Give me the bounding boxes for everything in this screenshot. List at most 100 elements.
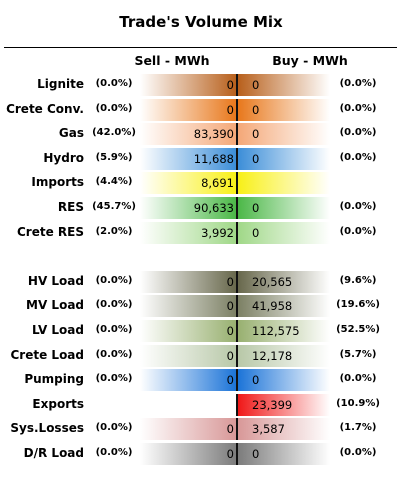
sell-percent: (42.0%) — [92, 127, 136, 139]
row-d-r-load: D/R Load (0.0%) 0 0 (0.0%) — [0, 443, 402, 465]
buy-percent: (0.0%) — [339, 102, 377, 114]
sell-percent: (0.0%) — [95, 348, 133, 360]
sell-bar: 83,390 — [140, 123, 236, 146]
buy-value: 41,958 — [252, 299, 293, 314]
sell-percent: (0.0%) — [95, 373, 133, 385]
buy-bar: 0 — [238, 221, 330, 244]
row-lv-load: LV Load (0.0%) 0 112,575 (52.5%) — [0, 320, 402, 342]
row-label: HV Load — [27, 273, 84, 288]
buy-bar: 112,575 — [238, 320, 330, 342]
row-pumping: Pumping (0.0%) 0 0 (0.0%) — [0, 369, 402, 392]
sell-bar: 11,688 — [140, 147, 236, 170]
row-hydro: Hydro (5.9%) 11,688 0 (0.0%) — [0, 147, 402, 170]
row-imports: Imports (4.4%) 8,691 — [0, 172, 402, 195]
buy-percent: (0.0%) — [339, 447, 377, 458]
sell-value: 8,691 — [201, 176, 234, 191]
buy-bar: 0 — [238, 147, 330, 170]
buy-percent: (9.6%) — [339, 274, 377, 286]
sell-value: 0 — [226, 447, 234, 461]
buy-value: 0 — [252, 373, 260, 388]
center-divider — [236, 295, 238, 318]
chart-title: Trade's Volume Mix — [119, 13, 283, 31]
buy-bar: 0 — [238, 197, 330, 219]
center-divider — [236, 393, 238, 416]
sell-bar: 3,992 — [140, 221, 236, 244]
row-label: Crete RES — [17, 224, 84, 239]
buy-value: 0 — [252, 127, 260, 142]
sell-percent: (0.0%) — [95, 78, 133, 89]
row-res: RES (45.7%) 90,633 0 (0.0%) — [0, 197, 402, 219]
sell-value: 90,633 — [193, 201, 234, 215]
sell-percent: (0.0%) — [95, 422, 133, 434]
title-rule — [4, 47, 397, 48]
buy-bar: 0 — [238, 74, 330, 96]
sell-bar: 0 — [140, 418, 236, 441]
sell-value: 0 — [226, 373, 234, 388]
sell-bar: 0 — [140, 369, 236, 392]
buy-value: 0 — [252, 78, 260, 92]
row-label: LV Load — [31, 323, 84, 337]
buy-value: 3,587 — [252, 422, 285, 437]
sell-bar: 0 — [140, 443, 236, 465]
row-label: D/R Load — [23, 446, 84, 460]
buy-value: 0 — [252, 201, 260, 215]
sell-bar: 0 — [140, 344, 236, 367]
sell-percent: (5.9%) — [95, 151, 133, 163]
row-hv-load: HV Load (0.0%) 0 20,565 (9.6%) — [0, 270, 402, 293]
buy-percent: (1.7%) — [339, 422, 377, 434]
sell-value: 3,992 — [201, 225, 234, 240]
buy-value: 20,565 — [252, 274, 293, 289]
row-label: Imports — [31, 175, 84, 190]
center-divider — [236, 197, 238, 219]
center-divider — [236, 221, 238, 244]
row-label: Crete Load — [10, 347, 85, 362]
center-divider — [236, 443, 238, 465]
buy-percent: (0.0%) — [339, 373, 377, 385]
sell-column-header: Sell - MWh — [134, 53, 210, 68]
buy-bar — [238, 172, 330, 195]
buy-value: 112,575 — [252, 324, 300, 338]
buy-value: 0 — [252, 151, 260, 166]
buy-percent: (19.6%) — [336, 299, 380, 311]
center-divider — [236, 98, 238, 121]
row-mv-load: MV Load (0.0%) 0 41,958 (19.6%) — [0, 295, 402, 318]
sell-value: 0 — [226, 78, 234, 92]
center-divider — [236, 147, 238, 170]
buy-bar: 23,399 — [238, 393, 330, 416]
sell-value: 0 — [226, 274, 234, 289]
row-gas: Gas (42.0%) 83,390 0 (0.0%) — [0, 123, 402, 146]
row-label: RES — [57, 200, 84, 214]
sell-bar: 0 — [140, 74, 236, 96]
sell-percent: (0.0%) — [95, 447, 133, 458]
sell-percent: (0.0%) — [95, 102, 133, 114]
center-divider — [236, 344, 238, 367]
buy-percent: (0.0%) — [339, 151, 377, 163]
row-label: Lignite — [37, 77, 84, 91]
sell-bar: 0 — [140, 270, 236, 293]
row-sys-losses: Sys.Losses (0.0%) 0 3,587 (1.7%) — [0, 418, 402, 441]
sell-value: 83,390 — [193, 127, 234, 142]
buy-percent: (5.7%) — [339, 348, 377, 360]
center-divider — [236, 74, 238, 96]
buy-value: 23,399 — [252, 397, 293, 412]
sell-value: 0 — [226, 102, 234, 117]
sell-percent: (45.7%) — [92, 201, 136, 212]
row-exports: Exports 23,399 (10.9%) — [0, 393, 402, 416]
sell-percent: (2.0%) — [95, 225, 133, 237]
buy-bar: 12,178 — [238, 344, 330, 367]
center-divider — [236, 270, 238, 293]
row-label: MV Load — [26, 298, 84, 313]
buy-value: 0 — [252, 102, 260, 117]
buy-percent: (0.0%) — [339, 201, 377, 212]
row-crete-res: Crete RES (2.0%) 3,992 0 (0.0%) — [0, 221, 402, 244]
buy-bar: 0 — [238, 369, 330, 392]
buy-percent: (0.0%) — [339, 78, 377, 89]
buy-value: 12,178 — [252, 348, 293, 363]
sell-bar — [140, 394, 236, 416]
sell-value: 11,688 — [193, 151, 234, 166]
center-divider — [236, 123, 238, 146]
buy-value: 0 — [252, 447, 260, 461]
sell-percent: (4.4%) — [95, 176, 133, 188]
center-divider — [236, 172, 238, 195]
row-crete-load: Crete Load (0.0%) 0 12,178 (5.7%) — [0, 344, 402, 367]
